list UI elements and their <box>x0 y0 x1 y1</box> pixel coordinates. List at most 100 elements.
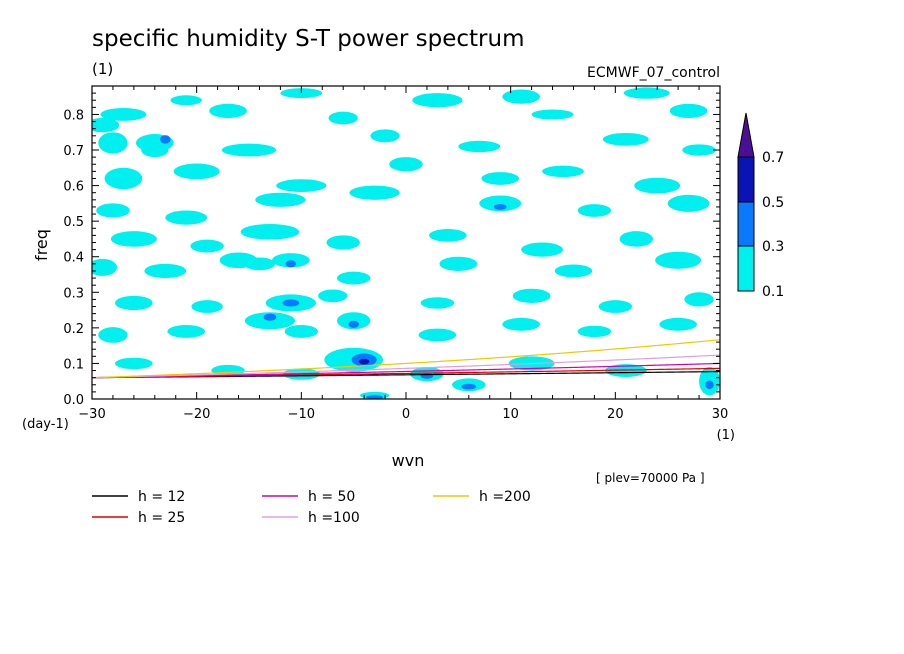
power-patch-level-0 <box>276 179 327 192</box>
colorbar-box <box>737 156 755 203</box>
power-patch-level-0 <box>167 325 206 338</box>
y-axis-label: freq <box>32 229 51 261</box>
power-patch-level-0 <box>165 210 208 225</box>
power-patch-level-0 <box>244 312 296 330</box>
colorbar-box <box>737 201 755 247</box>
power-patch-level-0 <box>98 327 128 343</box>
legend-label-h50: h = 50 <box>308 489 355 505</box>
y-tick-label: 0.6 <box>63 180 84 195</box>
power-patch-level-0 <box>502 317 540 331</box>
power-patch-level-0 <box>191 300 223 313</box>
power-patch-level-0 <box>173 163 220 180</box>
power-patch-level-0 <box>96 203 130 218</box>
power-patch-level-0 <box>104 167 143 190</box>
power-patch-level-0 <box>420 297 455 309</box>
power-patch-level-0 <box>92 258 118 276</box>
subtitle-right: ECMWF_07_control <box>587 65 720 81</box>
x-tick-labels: −30 −20 −10 0 10 20 30 <box>78 407 728 422</box>
power-patch-level-0 <box>481 172 520 185</box>
y-tick-label: 0.3 <box>63 286 84 301</box>
power-patch-level-0 <box>684 292 714 307</box>
power-patch-level-0 <box>623 87 670 99</box>
power-patch-level-0 <box>110 231 157 247</box>
power-patch-level-0 <box>280 88 323 99</box>
power-patch-level-0 <box>667 194 710 212</box>
power-patch-level-0 <box>669 103 708 119</box>
legend: h = 12 h = 25 h = 50 h =100 h =200 <box>92 489 531 526</box>
power-patch-level-1 <box>282 299 300 307</box>
dispersion-curve-h100 <box>92 354 720 379</box>
x-tick-label: 30 <box>712 407 729 422</box>
power-patch-level-0 <box>655 251 702 269</box>
power-patch-level-1 <box>461 383 477 390</box>
y-tick-label: 0.7 <box>63 144 84 159</box>
power-patch-level-0 <box>439 256 478 271</box>
power-patch-level-0 <box>144 263 187 279</box>
subtitle-left: (1) <box>92 60 113 78</box>
power-patch-level-0 <box>512 288 551 303</box>
colorbar-tick-label: 0.3 <box>762 239 784 255</box>
power-patch-level-0 <box>502 89 540 104</box>
power-patch-level-0 <box>659 317 697 331</box>
power-patch-level-0 <box>479 195 522 212</box>
power-patch-level-0 <box>284 325 319 338</box>
y-tick-labels: 0.0 0.1 0.2 0.3 0.4 0.5 0.6 0.7 0.8 <box>63 108 84 408</box>
x-tick-label: −10 <box>288 407 315 422</box>
legend-label-h25: h = 25 <box>138 510 185 526</box>
power-patch-level-0 <box>98 132 128 154</box>
power-patch-level-1 <box>366 395 383 399</box>
colorbar-tick-label: 0.5 <box>762 195 784 211</box>
y-tick-label: 0.1 <box>63 357 84 372</box>
power-patch-level-0 <box>542 165 584 178</box>
power-patch-level-0 <box>255 192 306 207</box>
power-patch-level-0 <box>92 118 120 133</box>
power-patch-level-0 <box>458 140 501 153</box>
power-patch-level-0 <box>336 271 371 285</box>
y-tick-label: 0.4 <box>63 251 84 266</box>
plot-frame <box>91 85 721 400</box>
power-patch-level-0 <box>221 143 277 157</box>
power-patch-level-0 <box>349 185 400 200</box>
colorbar: 0.1 0.3 0.5 0.7 <box>737 112 784 300</box>
x-tick-label: 20 <box>607 407 624 422</box>
legend-label-h12: h = 12 <box>138 489 185 505</box>
y-tick-label: 0.8 <box>63 108 84 123</box>
power-patch-level-0 <box>429 228 467 242</box>
power-patch-level-0 <box>115 295 153 311</box>
power-patch-level-1 <box>160 135 171 144</box>
y-tick-label: 0.0 <box>63 393 84 408</box>
power-patch-level-0 <box>326 235 360 250</box>
power-patch-level-1 <box>348 320 359 328</box>
colorbar-tick-label: 0.1 <box>762 284 784 300</box>
power-patch-level-0 <box>602 132 649 146</box>
x-tick-label: 10 <box>502 407 519 422</box>
power-patch-level-2 <box>358 358 370 365</box>
dispersion-curve-h50 <box>92 362 720 379</box>
power-patch-level-0 <box>100 108 147 121</box>
power-patch-level-0 <box>190 239 224 253</box>
power-patch-level-0 <box>577 204 612 217</box>
legend-label-h100: h =100 <box>308 510 360 526</box>
power-patch-level-0 <box>170 95 202 106</box>
power-patch-level-0 <box>318 289 348 303</box>
plot-area <box>91 85 721 400</box>
x-tick-label: 0 <box>402 407 410 422</box>
power-patch-level-0 <box>598 300 633 313</box>
power-patch-level-0 <box>370 129 400 143</box>
dispersion-curve-h200 <box>92 339 720 379</box>
colorbar-box <box>737 245 755 292</box>
power-contours <box>92 87 720 399</box>
power-patch-level-1 <box>285 260 297 268</box>
power-patch-level-0 <box>336 312 371 330</box>
y-tick-label: 0.5 <box>63 215 84 230</box>
x-tick-label: −30 <box>78 407 105 422</box>
power-patch-level-0 <box>577 325 612 338</box>
power-patch-level-0 <box>619 231 654 247</box>
power-patch-level-0 <box>418 328 457 342</box>
power-patch-level-0 <box>682 144 716 156</box>
power-patch-level-1 <box>705 380 714 390</box>
power-patch-level-0 <box>328 111 358 125</box>
power-patch-level-1 <box>420 373 434 379</box>
